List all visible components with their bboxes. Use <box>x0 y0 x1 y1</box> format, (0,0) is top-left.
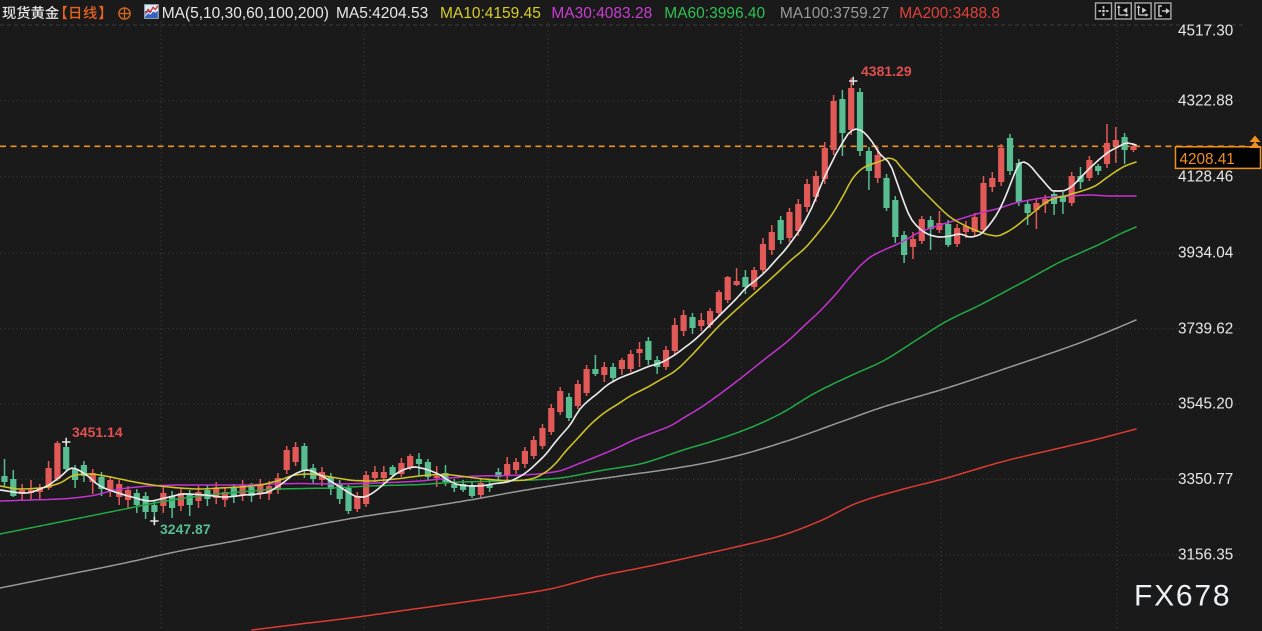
svg-text:3739.62: 3739.62 <box>1178 320 1233 337</box>
svg-text:3156.35: 3156.35 <box>1178 547 1233 564</box>
svg-text:3350.77: 3350.77 <box>1178 471 1233 488</box>
svg-text:MA100:3759.27: MA100:3759.27 <box>780 5 889 22</box>
svg-text:MA(5,10,30,60,100,200): MA(5,10,30,60,100,200) <box>162 5 329 22</box>
svg-text:3247.87: 3247.87 <box>160 521 211 537</box>
svg-text:MA10:4159.45: MA10:4159.45 <box>440 5 541 22</box>
svg-text:MA5:4204.53: MA5:4204.53 <box>336 5 428 22</box>
svg-text:3545.20: 3545.20 <box>1178 396 1233 413</box>
svg-text:3934.04: 3934.04 <box>1178 245 1234 262</box>
svg-text:MA60:3996.40: MA60:3996.40 <box>664 5 765 22</box>
svg-text:4208.41: 4208.41 <box>1180 151 1235 168</box>
svg-text:FX678: FX678 <box>1134 580 1231 613</box>
svg-text:4322.88: 4322.88 <box>1178 92 1233 109</box>
svg-text:4381.29: 4381.29 <box>861 63 912 79</box>
svg-text:4128.46: 4128.46 <box>1178 168 1233 185</box>
svg-text:MA30:4083.28: MA30:4083.28 <box>551 5 652 22</box>
svg-text:3451.14: 3451.14 <box>72 424 123 440</box>
svg-text:MA200:3488.8: MA200:3488.8 <box>899 5 1000 22</box>
svg-text:4517.30: 4517.30 <box>1178 23 1233 40</box>
